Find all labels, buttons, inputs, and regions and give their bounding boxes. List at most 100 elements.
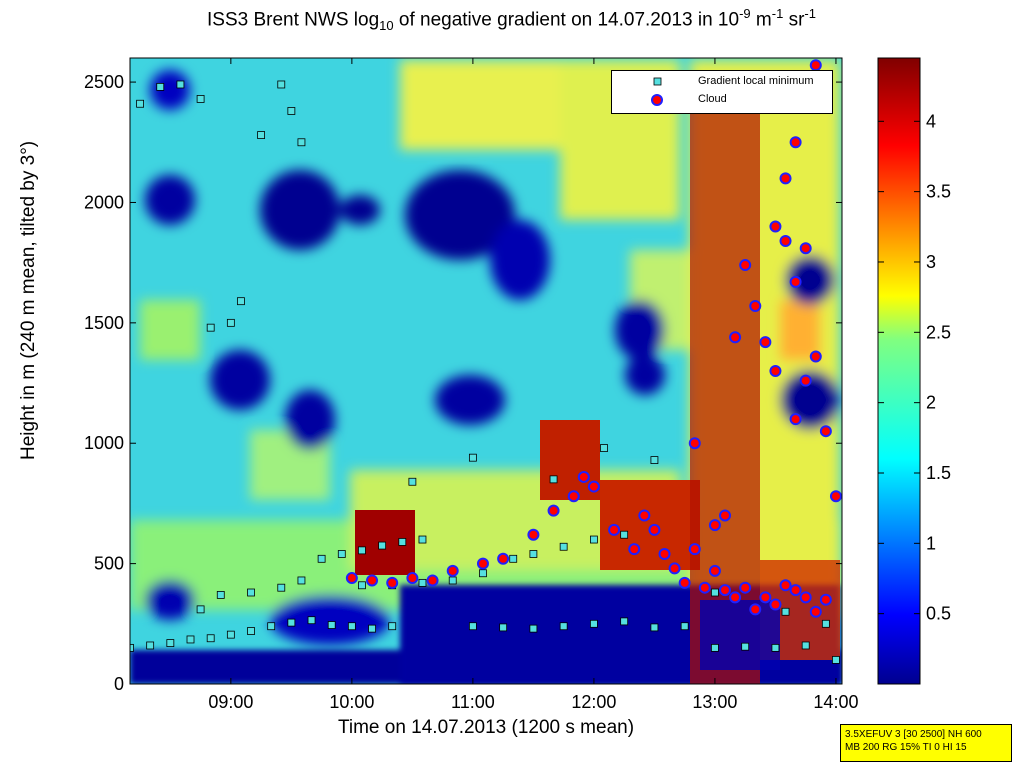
gradient-minimum-marker bbox=[559, 542, 568, 551]
cloud-marker bbox=[527, 528, 540, 541]
cloud-marker bbox=[688, 437, 701, 450]
cloud-marker bbox=[769, 365, 782, 377]
cloud-marker bbox=[678, 576, 691, 589]
cloud-marker bbox=[799, 242, 812, 255]
gradient-minimum-marker bbox=[529, 624, 538, 633]
colorbar-tick-label: 3 bbox=[926, 252, 936, 272]
gradient-minimum-marker bbox=[226, 318, 235, 327]
cloud-marker bbox=[577, 470, 590, 483]
colorbar-tick-label: 2 bbox=[926, 393, 936, 413]
gradient-minimum-marker bbox=[590, 535, 598, 544]
cloud-marker bbox=[739, 581, 752, 594]
gradient-minimum-marker bbox=[166, 639, 175, 647]
legend-circle-marker bbox=[651, 94, 663, 106]
gradient-minimum-marker bbox=[549, 475, 558, 484]
gradient-minimum-marker bbox=[388, 622, 397, 631]
gradient-minimum-marker bbox=[832, 656, 840, 664]
cloud-marker bbox=[789, 136, 802, 149]
colorbar-tick-label: 1.5 bbox=[926, 463, 951, 483]
gradient-minimum-marker bbox=[287, 107, 296, 115]
cloud-marker bbox=[719, 509, 732, 522]
cloud-marker bbox=[688, 543, 701, 556]
cloud-marker bbox=[769, 220, 782, 233]
cloud-marker bbox=[698, 581, 711, 594]
gradient-minimum-marker bbox=[771, 643, 780, 652]
cloud-marker bbox=[799, 591, 812, 604]
gradient-minimum-marker bbox=[821, 619, 830, 628]
cloud-marker bbox=[658, 547, 671, 560]
gradient-minimum-marker bbox=[358, 546, 366, 555]
cloud-marker bbox=[708, 519, 721, 532]
cloud-marker bbox=[819, 425, 832, 438]
legend-square-marker bbox=[653, 77, 662, 86]
x-tick-label: 10:00 bbox=[329, 692, 374, 712]
gradient-minimum-marker bbox=[226, 630, 235, 639]
cloud-marker bbox=[769, 598, 782, 611]
gradient-minimum-marker bbox=[358, 581, 366, 590]
x-tick-label: 12:00 bbox=[571, 692, 616, 712]
gradient-minimum-marker bbox=[247, 588, 255, 597]
gradient-minimum-marker bbox=[620, 530, 629, 539]
plot-frame bbox=[129, 57, 843, 685]
gradient-minimum-marker bbox=[499, 623, 508, 632]
colorbar-tick-label: 0.5 bbox=[926, 604, 951, 624]
cloud-marker bbox=[729, 591, 742, 604]
cloud-marker bbox=[345, 572, 358, 585]
gradient-minimum-marker bbox=[156, 82, 165, 91]
gradient-minimum-marker bbox=[781, 607, 790, 616]
cloud-marker bbox=[608, 523, 621, 536]
gradient-minimum-marker bbox=[206, 323, 215, 332]
gradient-minimum-marker bbox=[801, 641, 810, 650]
cloud-marker bbox=[749, 603, 762, 616]
gradient-minimum-marker bbox=[468, 622, 477, 631]
cloud-marker bbox=[668, 562, 681, 575]
cloud-marker bbox=[628, 543, 641, 556]
gradient-minimum-marker bbox=[620, 617, 629, 626]
gradient-minimum-marker bbox=[418, 535, 427, 544]
y-tick-label: 1500 bbox=[84, 313, 124, 333]
y-tick-label: 1000 bbox=[84, 433, 124, 453]
legend-label-gradient: Gradient local minimum bbox=[698, 75, 814, 87]
gradient-minimum-marker bbox=[297, 138, 306, 147]
info-line-1: 3.5XEFUV 3 [30 2500] NH 600 bbox=[845, 729, 982, 740]
cloud-marker bbox=[406, 572, 419, 585]
gradient-minimum-marker bbox=[711, 588, 719, 597]
cloud-marker bbox=[547, 504, 560, 517]
cloud-marker bbox=[779, 172, 792, 185]
cloud-marker bbox=[789, 275, 802, 288]
colorbar-tick-label: 1 bbox=[926, 533, 936, 553]
heatmap-field bbox=[130, 58, 842, 684]
cloud-marker bbox=[809, 605, 822, 618]
info-line-2: MB 200 RG 15% TI 0 HI 15 bbox=[845, 742, 967, 753]
y-tick-label: 500 bbox=[94, 554, 124, 574]
gradient-minimum-marker bbox=[257, 131, 266, 139]
cloud-marker bbox=[759, 336, 772, 349]
cloud-marker bbox=[779, 579, 792, 592]
gradient-minimum-marker bbox=[287, 618, 296, 627]
gradient-minimum-marker bbox=[600, 444, 608, 452]
gradient-minimum-marker bbox=[529, 550, 538, 558]
gradient-minimum-marker bbox=[237, 297, 245, 306]
cloud-marker bbox=[799, 374, 812, 387]
gradient-minimum-marker bbox=[176, 80, 185, 89]
cloud-marker bbox=[759, 591, 772, 604]
cloud-marker bbox=[779, 234, 792, 247]
x-tick-label: 11:00 bbox=[451, 692, 495, 712]
gradient-minimum-marker bbox=[146, 641, 155, 650]
gradient-minimum-marker bbox=[277, 80, 286, 89]
gradient-minimum-marker bbox=[247, 627, 255, 635]
gradient-minimum-marker bbox=[378, 541, 387, 550]
chart-title: ISS3 Brent NWS log10 of negative gradien… bbox=[207, 6, 816, 34]
gradient-minimum-marker bbox=[347, 622, 356, 631]
gradient-minimum-marker bbox=[398, 538, 407, 546]
cloud-marker bbox=[829, 490, 842, 503]
colorbar-axis: 0.5 1 1.5 2 2.5 3 3.5 4 bbox=[878, 111, 951, 624]
gradient-minimum-marker bbox=[196, 605, 205, 614]
gradient-minimum-marker bbox=[408, 477, 417, 486]
y-tick-label: 2000 bbox=[84, 192, 124, 212]
y-tick-label: 0 bbox=[114, 674, 124, 694]
gradient-minimum-marker bbox=[186, 635, 195, 644]
gradient-minimum-marker bbox=[650, 456, 659, 464]
gradient-minimum-marker bbox=[307, 616, 316, 625]
gradient-minimum-marker bbox=[468, 453, 477, 462]
